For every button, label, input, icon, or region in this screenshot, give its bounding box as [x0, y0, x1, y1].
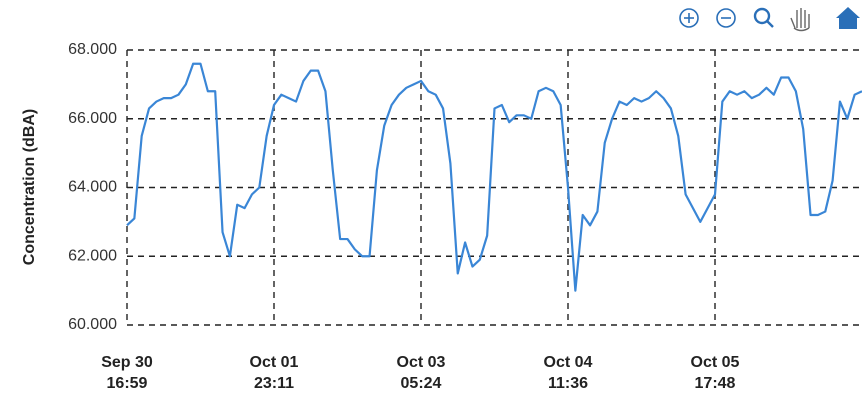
x-tick-label: Oct 03 05:24 — [396, 354, 446, 392]
data-line — [126, 62, 862, 292]
y-tick-label: 66.000 — [68, 110, 117, 127]
x-tick-label: Oct 05 17:48 — [690, 354, 740, 392]
toolbar — [679, 7, 860, 32]
x-tick-label: Sep 30 16:59 — [101, 354, 153, 392]
y-tick-label: 62.000 — [68, 247, 117, 264]
y-tick-label: 64.000 — [68, 179, 117, 196]
y-tick-label: 68.000 — [68, 41, 117, 58]
zoom-button[interactable] — [753, 7, 774, 28]
home-button[interactable] — [836, 7, 860, 29]
pan-button[interactable] — [790, 8, 810, 32]
x-tick-label: Oct 04 11:36 — [543, 354, 593, 392]
y-axis-label: Concentration (dBA) — [21, 109, 38, 265]
y-tick-label: 60.000 — [68, 316, 117, 333]
x-tick-label: Oct 01 23:11 — [249, 354, 299, 392]
zoom-out-button[interactable] — [716, 8, 736, 28]
zoom-in-button[interactable] — [679, 8, 699, 28]
